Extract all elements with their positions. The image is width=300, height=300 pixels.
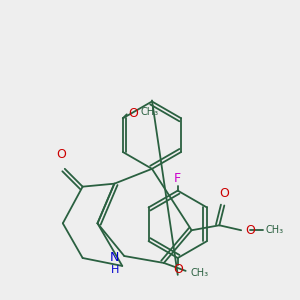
Text: CH₃: CH₃ bbox=[266, 225, 284, 235]
Text: O: O bbox=[128, 107, 138, 120]
Text: N: N bbox=[110, 251, 119, 265]
Text: F: F bbox=[174, 172, 181, 185]
Text: CH₃: CH₃ bbox=[141, 107, 159, 117]
Text: O: O bbox=[56, 148, 66, 161]
Text: CH₃: CH₃ bbox=[190, 268, 209, 278]
Text: O: O bbox=[173, 263, 183, 276]
Text: O: O bbox=[245, 224, 255, 237]
Text: O: O bbox=[219, 187, 229, 200]
Text: H: H bbox=[111, 265, 119, 275]
